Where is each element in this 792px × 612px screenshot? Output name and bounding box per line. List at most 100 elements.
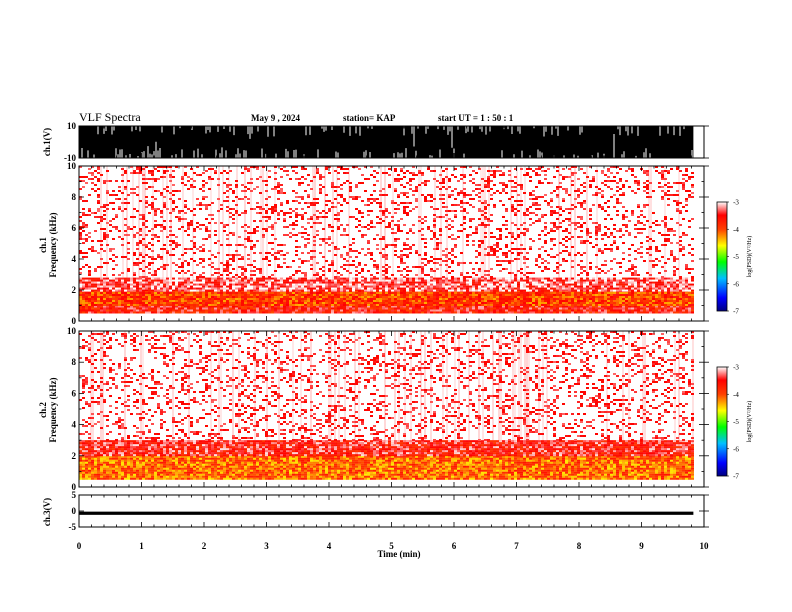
spec1-cell — [370, 305, 373, 308]
spec1-cell — [403, 302, 406, 304]
spec1-cell — [373, 170, 376, 172]
spec1-cell — [457, 194, 460, 196]
spec1-cell — [223, 182, 226, 184]
spec1-cell — [124, 311, 127, 314]
spec1-cell — [286, 292, 289, 294]
spec1-cell — [472, 287, 475, 290]
spec1-cell — [232, 283, 235, 286]
spec1-cell — [445, 294, 448, 296]
spec1-cell — [361, 285, 364, 288]
spec1-cell — [691, 292, 694, 294]
spec1-cell — [217, 198, 220, 200]
spec1-cell — [562, 307, 565, 310]
spec1-cell — [121, 180, 124, 182]
spec1-cell — [631, 298, 634, 300]
spec1-cell — [379, 190, 382, 192]
spec1-cell — [217, 277, 220, 280]
spec1-cell — [361, 302, 364, 304]
spec1-cell — [421, 311, 424, 314]
spec1-cell — [622, 285, 625, 288]
spec1-cell — [349, 289, 352, 292]
spec1-cell — [112, 305, 115, 308]
spec1-cell — [625, 300, 628, 302]
spec1-cell — [598, 281, 601, 284]
spec1-cell — [514, 298, 517, 300]
spec1-cell — [559, 277, 562, 280]
spec1-cell — [379, 206, 382, 208]
spec1-cell — [517, 309, 520, 312]
spec1-cell — [619, 305, 622, 308]
spec1-cell — [661, 305, 664, 308]
spec1-cell — [409, 289, 412, 292]
spec1-cell — [244, 289, 247, 292]
spec1-cell — [226, 178, 229, 180]
spec1-cell — [550, 307, 553, 310]
spec1-cell — [217, 287, 220, 290]
spec1-cell — [175, 206, 178, 208]
spec1-cell — [691, 184, 694, 186]
spec1-cell — [628, 302, 631, 304]
spec1-cell — [142, 309, 145, 312]
spec1-cell — [691, 311, 694, 314]
spec1-cell — [481, 311, 484, 314]
spec1-cell — [490, 279, 493, 282]
spec1-cell — [661, 176, 664, 178]
spec1-cell — [664, 309, 667, 312]
spec1-cell — [367, 178, 370, 180]
spec1-cell — [250, 296, 253, 298]
spec1-cell — [502, 300, 505, 302]
spec1-cell — [241, 190, 244, 192]
spec1-cell — [691, 289, 694, 292]
spec1-cell — [655, 300, 658, 302]
spec1-cell — [334, 305, 337, 308]
spec1-cell — [409, 285, 412, 288]
spec1-cell — [568, 176, 571, 178]
spec1-cell — [487, 289, 490, 292]
spec1-cell — [154, 304, 157, 306]
spec1-cell — [232, 192, 235, 194]
spec1-cell — [436, 186, 439, 188]
spec1-cell — [85, 289, 88, 292]
spec1-cell — [223, 311, 226, 314]
spec1-cell — [514, 200, 517, 202]
spec1-cell — [427, 200, 430, 202]
spec1-cell — [448, 196, 451, 198]
spec1-cell — [568, 289, 571, 292]
spec1-cell — [580, 192, 583, 194]
spec1-cell — [502, 296, 505, 298]
spec1-cell — [247, 285, 250, 288]
spec1-cell — [178, 281, 181, 284]
spec1-cell — [505, 300, 508, 302]
spec1-cell — [346, 287, 349, 290]
spec1-cell — [358, 307, 361, 310]
spec1-cell — [502, 289, 505, 292]
spec1-cell — [133, 296, 136, 298]
spec1-cell — [100, 287, 103, 290]
spec1-cell — [430, 292, 433, 294]
spec1-cell — [115, 311, 118, 314]
spec1-cell — [691, 305, 694, 308]
spec1-cell — [349, 300, 352, 302]
spec1-cell — [466, 304, 469, 306]
spec1-cell — [187, 287, 190, 290]
spec1-cell — [274, 188, 277, 190]
spec1-cell — [160, 289, 163, 292]
spec1-cell — [622, 277, 625, 280]
spec1-cell — [592, 309, 595, 312]
spec1-cell — [469, 180, 472, 182]
spec1-cell — [349, 188, 352, 190]
spec1-cell — [214, 302, 217, 304]
spec1-cell — [418, 304, 421, 306]
spec1-cell — [313, 300, 316, 302]
spec1-cell — [481, 296, 484, 298]
spec1-cell — [463, 196, 466, 198]
spec1-cell — [145, 196, 148, 198]
spec1-cell — [541, 305, 544, 308]
spec1-cell — [106, 289, 109, 292]
spec1-cell — [322, 305, 325, 308]
spec1-cell — [433, 287, 436, 290]
spec1-cell — [601, 279, 604, 282]
spec1-cell — [133, 289, 136, 292]
spec1-cell — [340, 184, 343, 186]
spec1-cell — [676, 283, 679, 286]
